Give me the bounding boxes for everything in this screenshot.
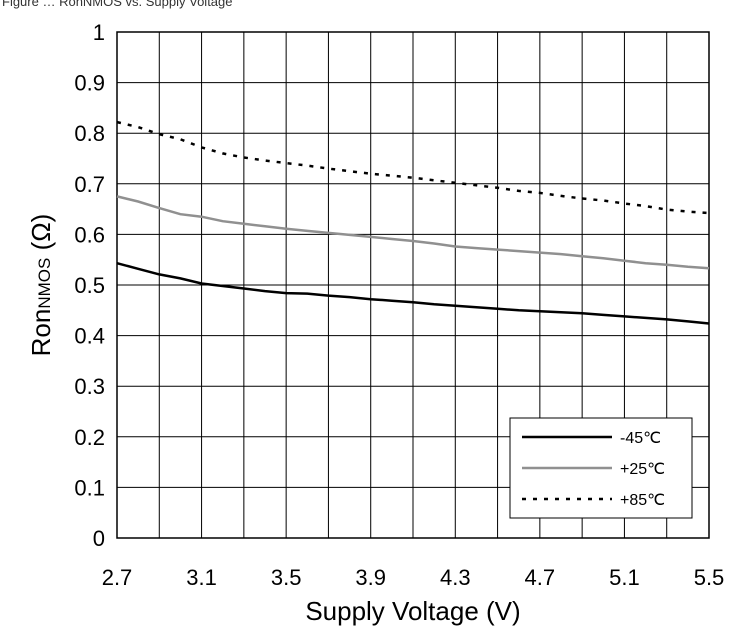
y-tick-label: 0.8	[74, 121, 105, 146]
y-tick-label: 0.1	[74, 475, 105, 500]
y-tick-label: 0.2	[74, 425, 105, 450]
y-tick-label: 1	[93, 20, 105, 45]
y-tick-label: 0.4	[74, 324, 105, 349]
chart-caption: Figure … RonNMOS vs. Supply Voltage	[2, 0, 233, 9]
y-tick-label: 0	[93, 526, 105, 551]
series-line	[116, 261, 710, 325]
x-tick-label: 2.7	[102, 565, 133, 590]
y-axis-title-unit: (Ω)	[26, 214, 56, 258]
x-axis-ticks: 2.7 3.1 3.5 3.9 4.3 4.7 5.1 5.5	[102, 565, 725, 590]
x-tick-label: 4.7	[525, 565, 556, 590]
series-group	[116, 120, 710, 325]
x-tick-label: 5.5	[694, 565, 725, 590]
x-tick-label: 4.3	[440, 565, 471, 590]
legend: -45℃ +25℃ +85℃	[509, 417, 693, 519]
x-tick-label: 3.9	[355, 565, 386, 590]
y-axis-title-main: Ron	[26, 309, 56, 357]
y-tick-label: 0.6	[74, 222, 105, 247]
legend-label: -45℃	[620, 430, 661, 447]
series-line	[116, 195, 710, 270]
x-tick-label: 3.1	[186, 565, 217, 590]
y-tick-label: 0.9	[74, 71, 105, 96]
y-axis-title: RonNMOS (Ω)	[26, 214, 56, 357]
legend-label: +85℃	[620, 492, 665, 509]
y-axis-title-sub: NMOS	[35, 258, 54, 309]
y-tick-label: 0.5	[74, 273, 105, 298]
x-tick-label: 5.1	[609, 565, 640, 590]
legend-label: +25℃	[620, 461, 665, 478]
x-axis-title: Supply Voltage (V)	[305, 596, 520, 626]
y-tick-label: 0.3	[74, 374, 105, 399]
y-axis-ticks: 0 0.1 0.2 0.3 0.4 0.5 0.6 0.7 0.8 0.9 1	[74, 20, 105, 551]
x-tick-label: 3.5	[271, 565, 302, 590]
plot-area-border	[116, 31, 710, 539]
y-tick-label: 0.7	[74, 172, 105, 197]
